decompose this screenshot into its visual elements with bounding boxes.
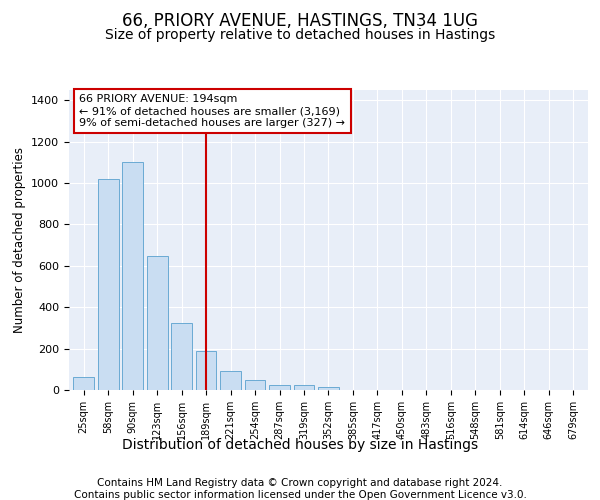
Y-axis label: Number of detached properties: Number of detached properties	[13, 147, 26, 333]
Text: Contains public sector information licensed under the Open Government Licence v3: Contains public sector information licen…	[74, 490, 526, 500]
Text: 66, PRIORY AVENUE, HASTINGS, TN34 1UG: 66, PRIORY AVENUE, HASTINGS, TN34 1UG	[122, 12, 478, 30]
Bar	[73, 376, 94, 390]
Text: Distribution of detached houses by size in Hastings: Distribution of detached houses by size …	[122, 438, 478, 452]
Text: Size of property relative to detached houses in Hastings: Size of property relative to detached ho…	[105, 28, 495, 42]
Bar	[196, 350, 217, 390]
Text: Contains HM Land Registry data © Crown copyright and database right 2024.: Contains HM Land Registry data © Crown c…	[97, 478, 503, 488]
Bar	[171, 323, 192, 390]
Text: 66 PRIORY AVENUE: 194sqm
← 91% of detached houses are smaller (3,169)
9% of semi: 66 PRIORY AVENUE: 194sqm ← 91% of detach…	[79, 94, 346, 128]
Bar	[147, 256, 167, 390]
Bar	[245, 380, 265, 390]
Bar	[122, 162, 143, 390]
Bar	[293, 386, 314, 390]
Bar	[269, 385, 290, 390]
Bar	[318, 387, 339, 390]
Bar	[98, 179, 119, 390]
Bar	[220, 372, 241, 390]
